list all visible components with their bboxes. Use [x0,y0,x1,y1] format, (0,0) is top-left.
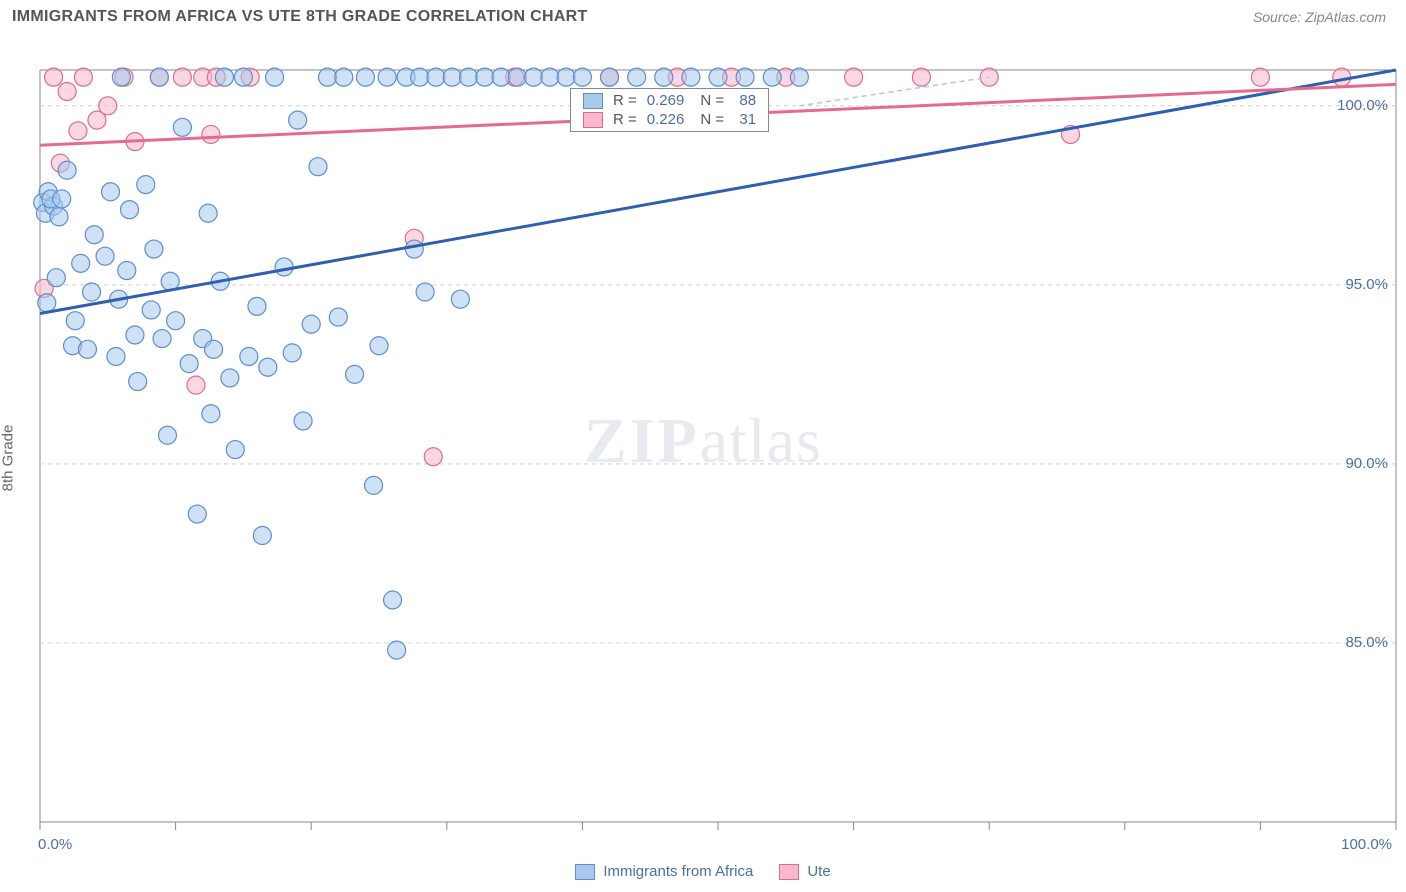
scatter-plot-svg [0,30,1406,850]
legend-bottom: Immigrants from Africa Ute [0,863,1406,880]
n-label: N = [700,111,724,128]
legend-swatch [575,864,595,880]
stats-row: R = 0.226 N = 31 [571,110,768,129]
y-tick-label: 85.0% [1345,634,1388,651]
chart-title: IMMIGRANTS FROM AFRICA VS UTE 8TH GRADE … [12,8,588,26]
legend-label: Immigrants from Africa [603,863,753,880]
legend-swatch [779,864,799,880]
chart-header: IMMIGRANTS FROM AFRICA VS UTE 8TH GRADE … [0,0,1406,30]
y-tick-label: 95.0% [1345,276,1388,293]
r-value: 0.226 [647,111,685,128]
legend-item: Immigrants from Africa [575,863,753,880]
r-label: R = [613,92,637,109]
stats-row: R = 0.269 N = 88 [571,91,768,110]
x-tick-label: 0.0% [38,836,72,853]
legend-item: Ute [779,863,830,880]
series-swatch [583,112,603,128]
legend-label: Ute [807,863,830,880]
r-label: R = [613,111,637,128]
source-attribution: Source: ZipAtlas.com [1253,9,1386,25]
n-value: 88 [734,92,756,109]
series-swatch [583,93,603,109]
n-label: N = [700,92,724,109]
y-axis-label: 8th Grade [0,425,17,492]
n-value: 31 [734,111,756,128]
y-tick-label: 90.0% [1345,455,1388,472]
x-tick-label: 100.0% [1341,836,1392,853]
r-value: 0.269 [647,92,685,109]
y-tick-label: 100.0% [1337,97,1388,114]
chart-area: 8th Grade ZIPatlas R =0.269N =88R =0.226… [0,30,1406,886]
correlation-stats-box: R = 0.269 N = 88 R = 0.226 N = 31 [570,88,769,132]
